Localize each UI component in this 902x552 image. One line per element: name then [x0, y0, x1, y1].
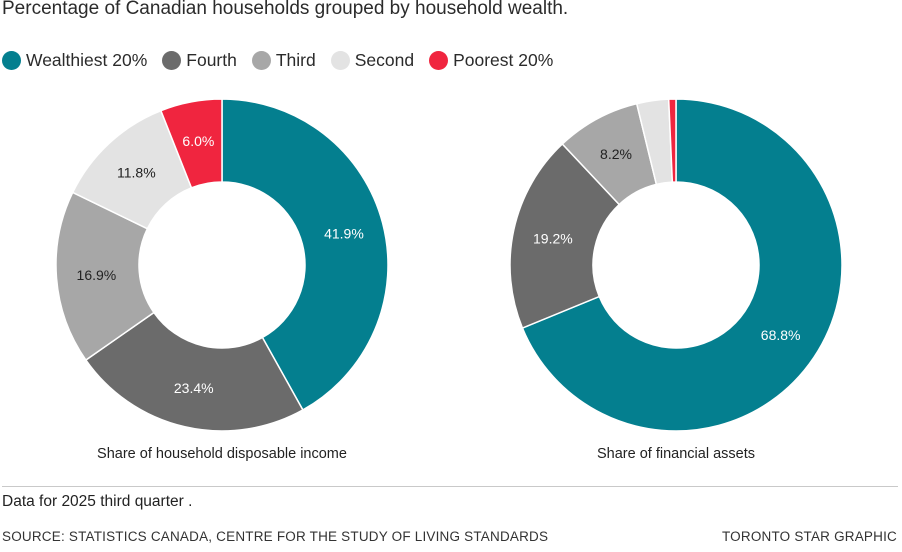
slice-label-fourth: 23.4% [174, 380, 214, 396]
legend-label-third: Third [275, 49, 316, 70]
legend-label-wealthiest: Wealthiest 20% [26, 49, 148, 70]
legend-swatch-third [251, 50, 271, 70]
slice-label-fourth: 19.2% [533, 230, 573, 246]
legend-swatch-second [330, 50, 350, 70]
legend-swatch-fourth [162, 50, 182, 70]
donut-chart-assets: 68.8% 19.2% 8.2% Share of financial assets [509, 98, 843, 462]
legend-item-fourth: Fourth [162, 50, 237, 71]
slice-fourth [84, 311, 304, 432]
footer-divider [2, 486, 898, 487]
slice-wealthiest [221, 98, 389, 411]
slice-label-third: 8.2% [600, 146, 632, 162]
footnote: Data for 2025 third quarter . [2, 493, 193, 510]
slice-label-wealthiest: 68.8% [761, 327, 801, 343]
chart-title: Percentage of Canadian households groupe… [2, 0, 569, 19]
slice-label-wealthiest: 41.9% [324, 225, 364, 241]
slice-label-third: 16.9% [77, 267, 117, 283]
source-credit: SOURCE: STATISTICS CANADA, CENTRE FOR TH… [2, 529, 549, 544]
slice-label-second: 11.8% [117, 165, 156, 181]
legend: Wealthiest 20% Fourth Third Second Poore… [2, 48, 568, 72]
slice-fourth [509, 142, 621, 330]
legend-swatch-poorest [429, 50, 449, 70]
chart-caption: Share of financial assets [597, 446, 755, 462]
slice-wealthiest [521, 98, 843, 432]
legend-swatch-wealthiest [2, 50, 21, 70]
legend-label-fourth: Fourth [186, 49, 237, 70]
chart-caption: Share of household disposable income [97, 446, 347, 462]
graphic-credit: TORONTO STAR GRAPHIC [721, 529, 897, 544]
legend-item-wealthiest: Wealthiest 20% [2, 50, 147, 71]
slice-poorest [159, 98, 223, 189]
legend-label-second: Second [354, 49, 415, 70]
slice-third [55, 191, 155, 362]
legend-item-second: Second [330, 49, 415, 71]
legend-label-poorest: Poorest 20% [453, 49, 554, 70]
legend-item-poorest: Poorest 20% [429, 50, 553, 71]
legend-item-third: Third [251, 49, 316, 71]
slice-poorest [667, 98, 677, 183]
donut-chart-income: 41.9% 23.4% 16.9% 11.8% 6.0% Share of househo… [55, 98, 389, 462]
slice-label-poorest: 6.0% [182, 133, 214, 149]
